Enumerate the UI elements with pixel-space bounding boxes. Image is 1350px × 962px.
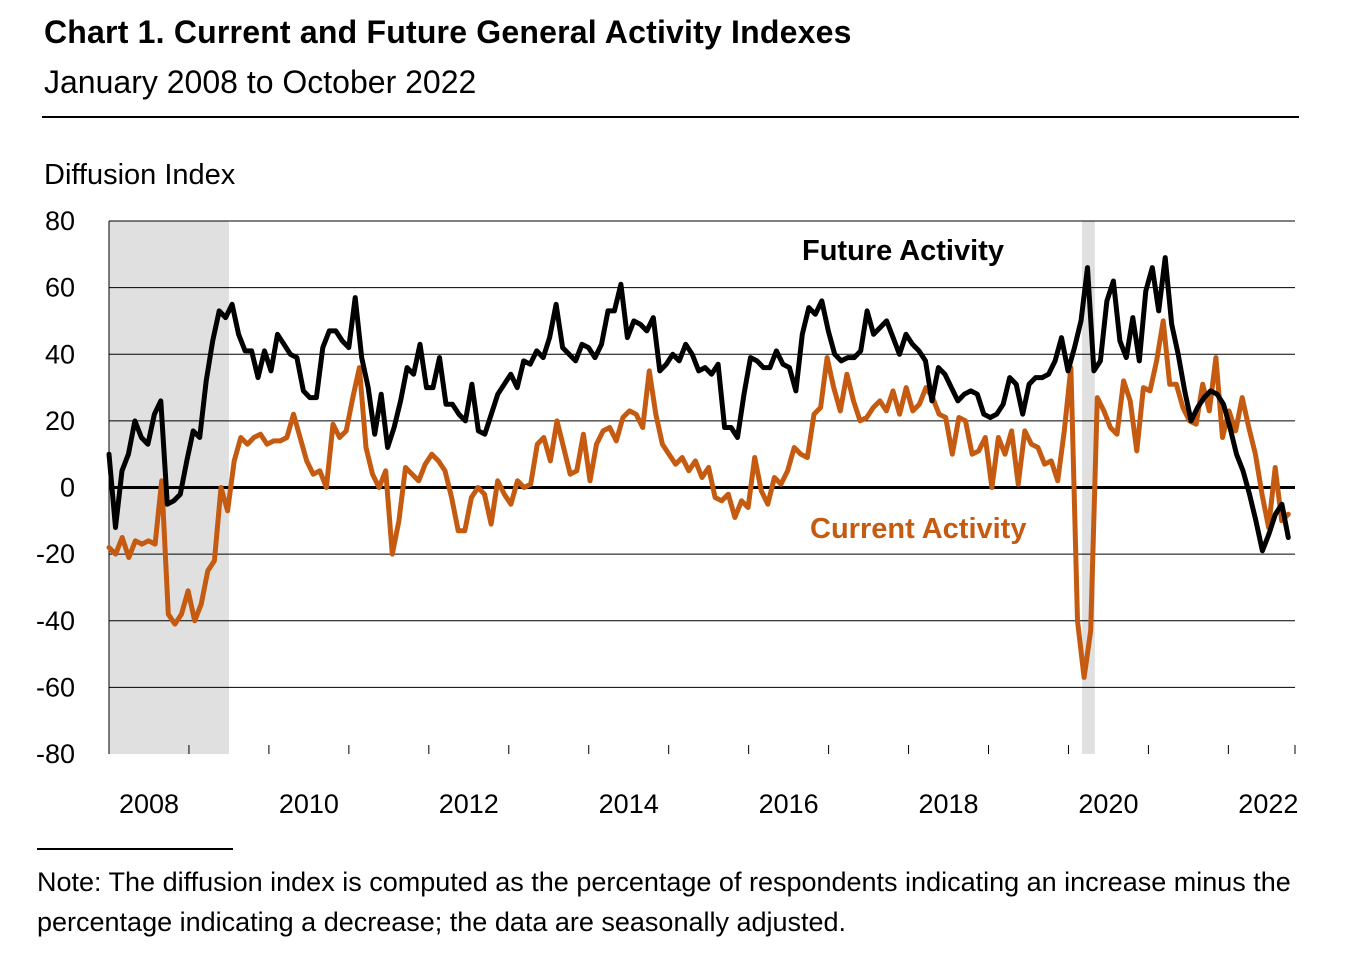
y-tick-label: -40 <box>36 606 75 636</box>
y-tick-label: -60 <box>36 672 75 702</box>
title-divider <box>42 116 1299 118</box>
future-activity-line <box>106 255 1291 554</box>
chart-title: Chart 1. Current and Future General Acti… <box>44 14 852 50</box>
x-tick-label: 2022 <box>1238 789 1298 819</box>
current-activity-label: Current Activity <box>810 513 1026 545</box>
y-tick-label: 0 <box>60 473 75 503</box>
line-chart: Diffusion Index 80 60 40 20 0 -20 -40 -60 -80 20… <box>36 159 1298 819</box>
note-divider <box>37 848 233 850</box>
x-tick-label: 2014 <box>599 789 659 819</box>
y-tick-label: 40 <box>45 339 75 369</box>
x-tick-label: 2008 <box>119 789 179 819</box>
chart-subtitle: January 2008 to October 2022 <box>44 64 477 100</box>
y-axis-ticks: 80 60 40 20 0 -20 -40 -60 -80 <box>36 206 110 769</box>
y-tick-label: 80 <box>45 206 75 236</box>
future-activity-label: Future Activity <box>802 235 1004 267</box>
x-axis: 2008 2010 2012 2014 2016 2018 2020 2022 <box>108 745 1298 819</box>
x-tick-label: 2016 <box>759 789 819 819</box>
x-tick-label: 2018 <box>918 789 978 819</box>
current-activity-line <box>106 318 1291 680</box>
y-axis-label: Diffusion Index <box>44 159 236 191</box>
x-tick-label: 2012 <box>439 789 499 819</box>
y-tick-label: -20 <box>36 539 75 569</box>
chart-note: Note: The diffusion index is computed as… <box>37 867 1291 937</box>
gridlines <box>109 220 1295 688</box>
y-tick-label: 60 <box>45 273 75 303</box>
x-tick-label: 2020 <box>1078 789 1138 819</box>
series-group <box>106 255 1291 680</box>
y-tick-label: 20 <box>45 406 75 436</box>
x-tick-label: 2010 <box>279 789 339 819</box>
y-tick-label: -80 <box>36 739 75 769</box>
